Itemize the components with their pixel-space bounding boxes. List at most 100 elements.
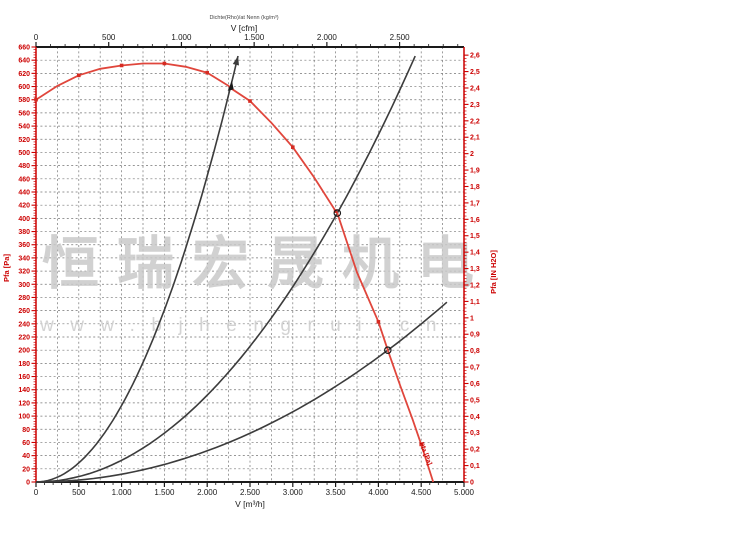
top-axis-tick-label: 1.500 xyxy=(244,33,265,42)
right-axis-tick-label: 0,8 xyxy=(470,348,480,355)
right-axis-tick-label: 0,7 xyxy=(470,365,480,372)
left-axis-tick-label: 320 xyxy=(18,269,30,276)
bottom-axis-tick-label: 4.000 xyxy=(368,488,389,497)
left-axis-tick-label: 40 xyxy=(22,453,30,460)
working-point-arrow-marker xyxy=(227,80,234,91)
right-axis-tick-label: 0,9 xyxy=(470,332,480,339)
left-axis-tick-label: 500 xyxy=(18,150,30,157)
right-axis-tick-label: 0,3 xyxy=(470,430,480,437)
left-axis-tick-label: 80 xyxy=(22,427,30,434)
left-axis-tick-label: 120 xyxy=(18,400,30,407)
bottom-axis-tick-label: 1.000 xyxy=(112,488,133,497)
fan-curve-marker xyxy=(119,63,124,68)
bottom-axis-tick-label: 1.500 xyxy=(154,488,175,497)
left-axis-tick-label: 520 xyxy=(18,137,30,144)
left-axis-tick-label: 340 xyxy=(18,255,30,262)
left-axis-tick-label: 160 xyxy=(18,374,30,381)
left-axis-tick-label: 140 xyxy=(18,387,30,394)
right-axis-tick-label: 1,7 xyxy=(470,200,480,207)
left-axis-tick-label: 60 xyxy=(22,440,30,447)
system-curve-mid xyxy=(35,55,416,483)
right-axis-tick-label: 1,5 xyxy=(470,233,480,240)
bottom-axis-tick-label: 4.500 xyxy=(411,488,432,497)
right-axis-tick-label: 2,3 xyxy=(470,102,480,109)
watermark-url-text: www.bjhengrui.cn xyxy=(39,315,453,336)
left-axis-tick-label: 640 xyxy=(18,58,30,65)
fan-curve-marker xyxy=(376,320,381,324)
left-axis-tick-label: 220 xyxy=(18,335,30,342)
right-axis-tick-label: 1,2 xyxy=(470,282,480,289)
left-axis-tick-label: 180 xyxy=(18,361,30,368)
fan-curve-marker xyxy=(248,99,252,103)
left-axis-tick-label: 260 xyxy=(18,308,30,315)
bottom-axis-tick-label: 5.000 xyxy=(454,488,475,497)
left-axis-tick-label: 380 xyxy=(18,229,30,236)
right-axis-tick-label: 2 xyxy=(470,151,474,158)
bottom-axis-tick-label: 2.500 xyxy=(240,488,261,497)
system-curve-shallow xyxy=(35,301,448,483)
left-axis-tick-label: 0 xyxy=(26,480,30,487)
bottom-axis-title: V [m³/h] xyxy=(235,499,265,509)
right-axis-tick-label: 0,1 xyxy=(470,463,480,470)
right-axis-tick-label: 1,4 xyxy=(470,250,480,257)
left-axis-tick-label: 300 xyxy=(18,282,30,289)
left-axis-tick-label: 540 xyxy=(18,124,30,131)
working-point-marker xyxy=(333,209,342,217)
left-axis-tick-label: 280 xyxy=(18,295,30,302)
right-axis-tick-label: 0,6 xyxy=(470,381,480,388)
system-curve-arrow-icon xyxy=(232,56,239,66)
bottom-axis-tick-label: 2.000 xyxy=(197,488,218,497)
right-axis-tick-label: 2,6 xyxy=(470,53,480,60)
left-axis-tick-label: 20 xyxy=(22,466,30,473)
right-axis-tick-label: 1,3 xyxy=(470,266,480,273)
bottom-axis-tick-label: 3.000 xyxy=(283,488,304,497)
fan-curve-marker xyxy=(419,442,423,447)
right-axis-tick-label: 2,2 xyxy=(470,118,480,125)
bottom-axis-tick-label: 3.500 xyxy=(326,488,347,497)
top-axis-title: V [cfm] xyxy=(231,23,257,33)
left-axis-tick-label: 460 xyxy=(18,176,30,183)
bottom-axis-tick-label: 0 xyxy=(34,488,39,497)
right-axis-tick-label: 0,4 xyxy=(470,414,480,421)
right-axis-tick-label: 0,2 xyxy=(470,447,480,454)
left-axis-tick-label: 620 xyxy=(18,71,30,78)
right-axis-title: Pfa [IN H2O] xyxy=(489,250,498,294)
right-axis-tick-label: 1,9 xyxy=(470,168,480,175)
right-axis-tick-label: 1,8 xyxy=(470,184,480,191)
right-axis-tick-label: 1,1 xyxy=(470,299,480,306)
right-axis-tick-label: 1,6 xyxy=(470,217,480,224)
left-axis-tick-label: 400 xyxy=(18,216,30,223)
left-axis-tick-label: 480 xyxy=(18,163,30,170)
left-axis-tick-label: 100 xyxy=(18,414,30,421)
right-axis-tick-label: 2,4 xyxy=(470,85,480,92)
fan-curve-marker xyxy=(34,97,38,102)
fan-curve-marker xyxy=(162,61,167,66)
left-axis-tick-label: 440 xyxy=(18,190,30,197)
bottom-axis-tick-label: 500 xyxy=(72,488,86,497)
fan-curve-marker xyxy=(291,145,295,149)
left-axis-tick-label: 360 xyxy=(18,242,30,249)
left-axis-tick-label: 600 xyxy=(18,84,30,91)
system-curve-steep xyxy=(35,55,239,483)
right-axis-tick-label: 0 xyxy=(470,480,474,487)
left-axis-tick-label: 580 xyxy=(18,97,30,104)
right-axis-tick-label: 2,1 xyxy=(470,135,480,142)
top-axis-density-note: Dichte(Rho)/at Nenn (kg/m³) xyxy=(209,15,278,21)
top-axis-tick-label: 2.500 xyxy=(390,33,411,42)
left-axis-title: Pfa [Pa] xyxy=(2,254,11,282)
left-axis-tick-label: 200 xyxy=(18,348,30,355)
left-axis-tick-label: 420 xyxy=(18,203,30,210)
fan-pressure-curve xyxy=(35,62,435,483)
left-axis-tick-label: 660 xyxy=(18,45,30,52)
top-axis-tick-label: 2.000 xyxy=(317,33,338,42)
top-axis-tick-label: 500 xyxy=(102,33,116,42)
fan-curve-marker xyxy=(77,73,81,78)
right-axis-tick-label: 1 xyxy=(470,315,474,322)
fan-curve-marker xyxy=(205,70,209,75)
watermark-company-text: 恒瑞宏晟机电 xyxy=(42,232,492,296)
right-axis-tick-label: 0,5 xyxy=(470,397,480,404)
left-axis-tick-label: 240 xyxy=(18,321,30,328)
